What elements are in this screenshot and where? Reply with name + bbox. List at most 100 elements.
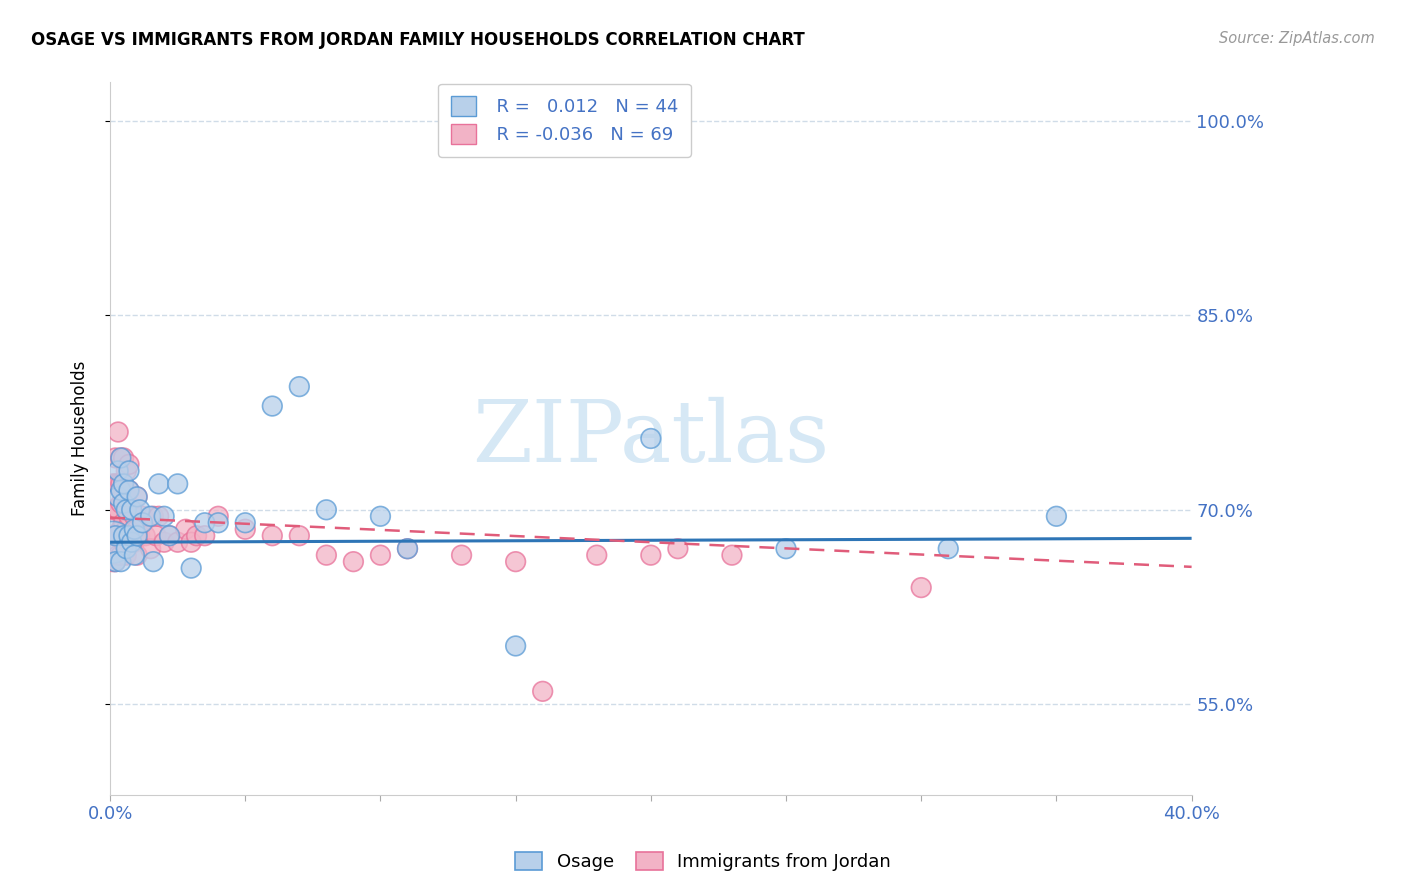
Point — [180, 561, 202, 575]
Point — [104, 529, 127, 543]
Point — [101, 529, 124, 543]
Point — [194, 529, 217, 543]
Point — [396, 541, 419, 556]
Point — [128, 503, 150, 517]
Point — [118, 483, 141, 498]
Point — [110, 450, 132, 465]
Point — [174, 522, 197, 536]
Point — [127, 529, 149, 543]
Point — [131, 509, 153, 524]
Point — [153, 509, 176, 524]
Point — [127, 490, 149, 504]
Point — [118, 529, 141, 543]
Point — [101, 555, 124, 569]
Point — [110, 483, 132, 498]
Point — [370, 509, 392, 524]
Point — [118, 509, 141, 524]
Point — [124, 548, 146, 562]
Point — [115, 490, 138, 504]
Point — [121, 529, 143, 543]
Point — [107, 425, 129, 439]
Point — [110, 450, 132, 465]
Point — [104, 476, 127, 491]
Point — [315, 548, 337, 562]
Point — [370, 548, 392, 562]
Point — [112, 529, 135, 543]
Point — [910, 581, 932, 595]
Point — [112, 516, 135, 530]
Point — [110, 548, 132, 562]
Point — [721, 548, 744, 562]
Point — [194, 516, 217, 530]
Point — [207, 516, 229, 530]
Point — [127, 522, 149, 536]
Point — [128, 529, 150, 543]
Point — [450, 548, 472, 562]
Point — [505, 555, 527, 569]
Point — [233, 516, 256, 530]
Point — [233, 522, 256, 536]
Point — [127, 490, 149, 504]
Point — [124, 509, 146, 524]
Point — [110, 555, 132, 569]
Legend: Osage, Immigrants from Jordan: Osage, Immigrants from Jordan — [508, 845, 898, 879]
Point — [101, 476, 124, 491]
Point — [104, 555, 127, 569]
Point — [531, 684, 554, 698]
Point — [186, 529, 208, 543]
Point — [775, 541, 797, 556]
Point — [112, 490, 135, 504]
Point — [104, 555, 127, 569]
Point — [121, 535, 143, 549]
Point — [262, 399, 284, 413]
Point — [112, 535, 135, 549]
Point — [121, 503, 143, 517]
Point — [115, 522, 138, 536]
Point — [142, 509, 165, 524]
Point — [118, 535, 141, 549]
Point — [139, 509, 162, 524]
Point — [107, 503, 129, 517]
Point — [139, 541, 162, 556]
Point — [118, 464, 141, 478]
Point — [153, 535, 176, 549]
Point — [107, 464, 129, 478]
Point — [315, 503, 337, 517]
Point — [124, 522, 146, 536]
Point — [124, 535, 146, 549]
Point — [118, 458, 141, 472]
Point — [262, 529, 284, 543]
Point — [107, 476, 129, 491]
Point — [104, 529, 127, 543]
Point — [207, 509, 229, 524]
Point — [396, 541, 419, 556]
Point — [104, 503, 127, 517]
Point — [107, 548, 129, 562]
Point — [110, 522, 132, 536]
Point — [115, 541, 138, 556]
Point — [505, 639, 527, 653]
Point — [127, 548, 149, 562]
Text: OSAGE VS IMMIGRANTS FROM JORDAN FAMILY HOUSEHOLDS CORRELATION CHART: OSAGE VS IMMIGRANTS FROM JORDAN FAMILY H… — [31, 31, 804, 49]
Point — [159, 529, 181, 543]
Point — [118, 483, 141, 498]
Point — [107, 490, 129, 504]
Point — [180, 535, 202, 549]
Point — [166, 535, 188, 549]
Point — [115, 548, 138, 562]
Point — [110, 476, 132, 491]
Point — [288, 379, 311, 393]
Point — [101, 503, 124, 517]
Text: ZIPatlas: ZIPatlas — [472, 397, 830, 480]
Point — [134, 529, 156, 543]
Point — [342, 555, 364, 569]
Point — [110, 496, 132, 510]
Point — [666, 541, 689, 556]
Y-axis label: Family Households: Family Households — [72, 360, 89, 516]
Point — [148, 476, 170, 491]
Point — [142, 555, 165, 569]
Point — [936, 541, 959, 556]
Point — [159, 529, 181, 543]
Point — [585, 548, 607, 562]
Point — [148, 509, 170, 524]
